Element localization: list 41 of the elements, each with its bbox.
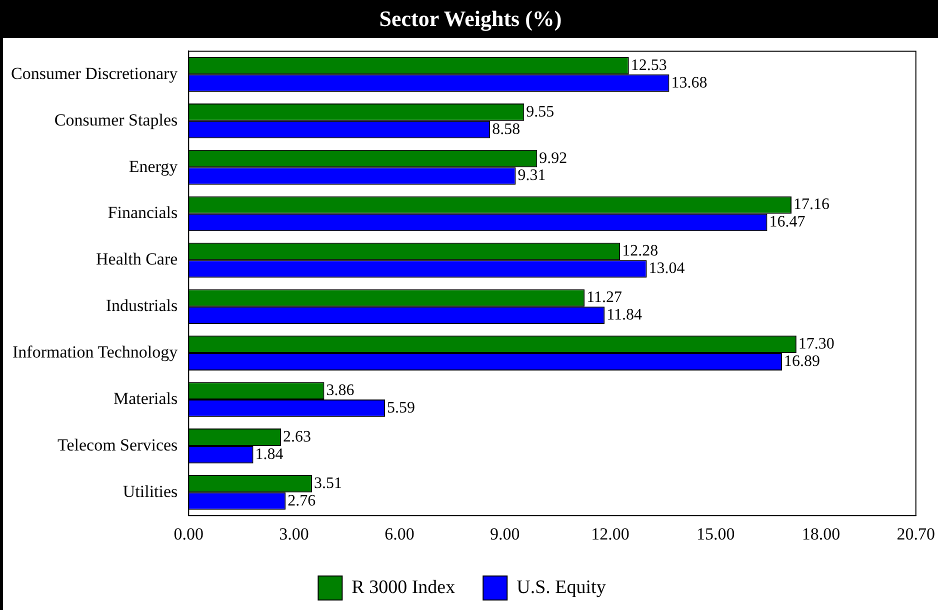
y-tick-label: Health Care <box>96 250 178 269</box>
y-tick-label: Telecom Services <box>58 435 178 454</box>
y-tick-label: Consumer Discretionary <box>11 64 178 83</box>
data-label: 8.58 <box>492 120 520 138</box>
data-label: 3.51 <box>314 474 342 492</box>
legend-label: R 3000 Index <box>352 576 456 598</box>
x-tick-label: 15.00 <box>696 524 735 544</box>
data-label: 17.30 <box>798 336 834 353</box>
data-label: 17.16 <box>794 196 830 214</box>
data-label: 13.68 <box>671 74 708 92</box>
y-tick-label: Materials <box>113 388 178 408</box>
data-label: 11.84 <box>606 306 642 324</box>
x-tick-label: 20.70 <box>896 524 935 544</box>
data-label: 1.84 <box>255 446 284 463</box>
data-label: 16.89 <box>784 352 820 370</box>
chart-title: Sector Weights (%) <box>3 0 938 38</box>
x-tick-label: 9.00 <box>490 524 520 544</box>
data-label: 2.76 <box>288 492 316 510</box>
y-tick-label: Financials <box>108 203 178 222</box>
x-tick-label: 12.00 <box>591 524 630 544</box>
data-label: 12.53 <box>630 56 667 74</box>
x-tick-label: 3.00 <box>279 524 309 544</box>
y-tick-label: Utilities <box>122 482 178 501</box>
data-label: 5.59 <box>387 399 416 416</box>
data-label: 13.04 <box>648 260 685 278</box>
data-label: 11.27 <box>586 289 622 306</box>
legend-label: U.S. Equity <box>516 576 606 598</box>
y-tick-label: Energy <box>128 156 178 176</box>
data-label: 3.86 <box>326 382 354 399</box>
x-tick-label: 18.00 <box>802 524 840 544</box>
x-tick-label: 0.00 <box>174 524 204 544</box>
x-tick-label: 6.00 <box>384 524 414 544</box>
data-label: 12.28 <box>622 242 658 260</box>
data-label: 9.92 <box>539 150 568 167</box>
y-tick-label: Information Technology <box>12 342 178 362</box>
data-label: 9.55 <box>526 103 554 120</box>
data-label: 9.31 <box>518 167 546 184</box>
y-tick-label: Industrials <box>106 296 178 316</box>
data-label: 2.63 <box>283 428 312 446</box>
y-tick-label: Consumer Staples <box>54 110 178 130</box>
data-label: 16.47 <box>769 214 806 231</box>
